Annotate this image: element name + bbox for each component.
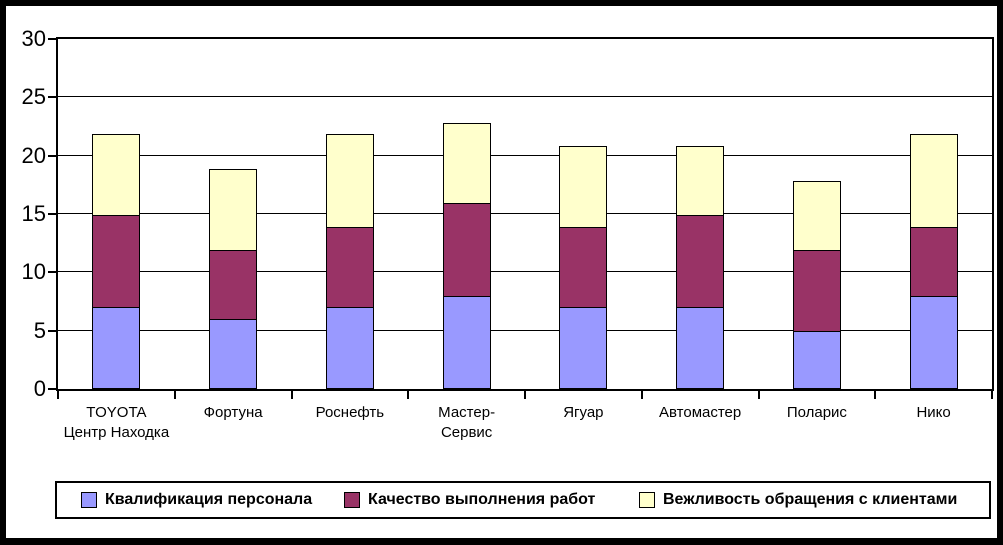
y-axis-label: 25 (21, 84, 46, 110)
bar-segment (325, 134, 374, 228)
bar-segment (209, 250, 258, 320)
x-axis-label: TOYOTA Центр Находка (38, 403, 195, 443)
legend-label: Квалификация персонала (105, 491, 313, 508)
y-axis-label: 30 (21, 26, 46, 51)
bar (559, 146, 608, 389)
bar (92, 134, 141, 389)
bar (209, 169, 258, 389)
bar-segment (559, 307, 608, 389)
legend-item: Качество выполнения работ (344, 483, 595, 517)
x-axis-label-line: Поларис (786, 404, 847, 421)
x-axis-label-line: Сервис (440, 424, 493, 441)
bar-segment (325, 307, 374, 389)
x-axis-label-line: Роснефть (315, 404, 385, 421)
grid-line (58, 271, 992, 273)
bar-segment (92, 134, 141, 217)
y-tick (48, 388, 57, 390)
x-tick (57, 391, 59, 399)
x-tick (173, 391, 176, 399)
x-axis-label: Роснефть (272, 403, 429, 423)
y-axis-label: 0 (33, 376, 46, 401)
bar-segment (676, 307, 725, 389)
bar-segment (442, 295, 491, 389)
bar-segment (792, 330, 841, 389)
legend-swatch (344, 492, 360, 508)
bar-segment (209, 319, 258, 389)
y-axis-label: 10 (21, 259, 46, 285)
bar-segment (792, 250, 841, 332)
bar-segment (559, 146, 608, 228)
grid-line (58, 154, 992, 156)
bar-segment (442, 122, 491, 205)
bar-segment (909, 226, 958, 297)
y-tick (48, 271, 57, 274)
x-tick (407, 391, 410, 399)
x-axis-label: Мастер- Сервис (388, 403, 545, 443)
x-axis-label: Поларис (739, 403, 896, 423)
bar-segment (909, 134, 958, 228)
x-axis-label-line: Фортуна (203, 404, 263, 421)
legend-item: Квалификация персонала (81, 483, 312, 517)
x-tick (524, 391, 526, 399)
bar-segment (92, 307, 141, 389)
y-tick (48, 329, 57, 332)
x-tick (874, 391, 877, 399)
bar-segment (92, 215, 141, 309)
legend-box: Квалификация персонала Качество выполнени… (55, 481, 991, 519)
x-axis-label: Фортуна (155, 403, 312, 423)
grid-line (58, 329, 992, 331)
bar-segment (676, 146, 725, 217)
legend-swatch (639, 492, 655, 508)
grid-line (58, 213, 992, 214)
x-tick (640, 391, 643, 399)
y-tick (48, 213, 57, 215)
legend-label: Качество выполнения работ (368, 491, 596, 508)
x-axis-label-line: Ягуар (563, 404, 604, 421)
x-axis-label-line: Центр Находка (63, 424, 170, 441)
y-tick (48, 154, 57, 157)
bar (442, 122, 491, 389)
grid-line (58, 96, 992, 98)
x-axis-label: Ягуар (505, 403, 662, 423)
bar (792, 181, 841, 389)
bar-segment (325, 226, 374, 309)
x-tick (757, 391, 760, 399)
x-axis-label-line: Нико (916, 404, 951, 421)
plot-area (56, 37, 994, 391)
bar-segment (676, 215, 725, 309)
bar (676, 146, 725, 389)
chart-canvas: 0 5 10 15 20 25 30 TOYOTA Центр Находка Фортуна Р… (6, 6, 997, 538)
bar (909, 134, 958, 389)
x-axis-label: Нико (855, 403, 1003, 423)
x-axis-label-line: Мастер- (438, 404, 496, 421)
y-axis-label: 15 (21, 201, 46, 226)
x-tick (991, 391, 993, 399)
x-tick (290, 391, 293, 399)
y-axis-label: 20 (21, 142, 46, 168)
bar-segment (209, 169, 258, 251)
y-tick (48, 38, 57, 40)
legend-swatch (81, 492, 97, 508)
bar (325, 134, 374, 389)
bar-segment (442, 203, 491, 297)
y-tick (48, 96, 57, 99)
x-axis-label-line: Автомастер (659, 404, 742, 421)
legend-label: Вежливость обращения с клиентами (663, 491, 958, 508)
x-axis-label: Автомастер (622, 403, 779, 423)
y-axis-label: 5 (33, 317, 46, 343)
bar-segment (909, 295, 958, 389)
bar-segment (559, 226, 608, 309)
x-axis-label-line: TOYOTA (86, 404, 147, 421)
legend-item: Вежливость обращения с клиентами (639, 483, 957, 517)
bar-segment (792, 181, 841, 252)
